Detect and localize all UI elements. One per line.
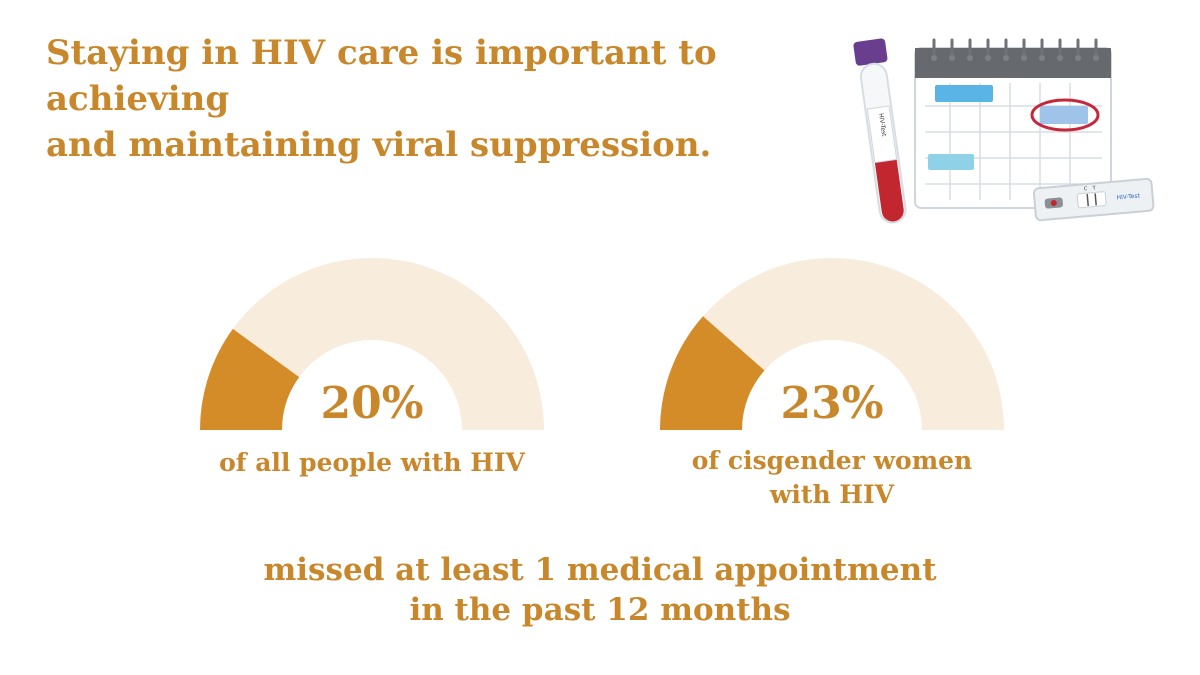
gauge-caption: of all people with HIV — [200, 446, 544, 480]
gauge-cisgender-women: 23% of cisgender women with HIV — [660, 258, 1004, 520]
calendar-icon — [914, 38, 1112, 209]
gauge-value-label: 23% — [780, 378, 884, 429]
gauge-value-label: 20% — [320, 378, 424, 429]
test-cassette-icon: C T HIV-Test — [1032, 177, 1155, 222]
gauge-fill — [660, 316, 765, 430]
gauge-all-people: 20% of all people with HIV — [200, 258, 544, 480]
gauge-caption-line-1: of cisgender women — [691, 446, 973, 475]
headline-line-1: Staying in HIV care is important to achi… — [46, 33, 717, 119]
footnote-line-2: in the past 12 months — [409, 592, 791, 628]
gauge-cisgender-women-svg — [660, 258, 1004, 430]
gauge-all-people-svg — [200, 258, 544, 430]
test-label: HIV-Test — [1116, 192, 1141, 201]
blood-tube-icon: HIV-Test — [853, 38, 907, 224]
gauge-caption: of cisgender women with HIV — [660, 444, 1004, 512]
illustration: HIV-Test C T HIV-Test — [853, 38, 1155, 224]
headline: Staying in HIV care is important to achi… — [46, 30, 836, 168]
footnote-line-1: missed at least 1 medical appointment — [263, 552, 937, 588]
tube-label: HIV-Test — [877, 113, 887, 138]
gauge-fill — [200, 328, 300, 430]
gauge-caption-line-2: with HIV — [769, 480, 895, 509]
gauge-caption-line-1: of all people with HIV — [219, 448, 525, 477]
test-c-label: C — [1083, 186, 1088, 192]
footnote: missed at least 1 medical appointment in… — [0, 550, 1200, 630]
test-t-label: T — [1091, 185, 1097, 191]
headline-line-2: and maintaining viral suppression. — [46, 125, 712, 165]
